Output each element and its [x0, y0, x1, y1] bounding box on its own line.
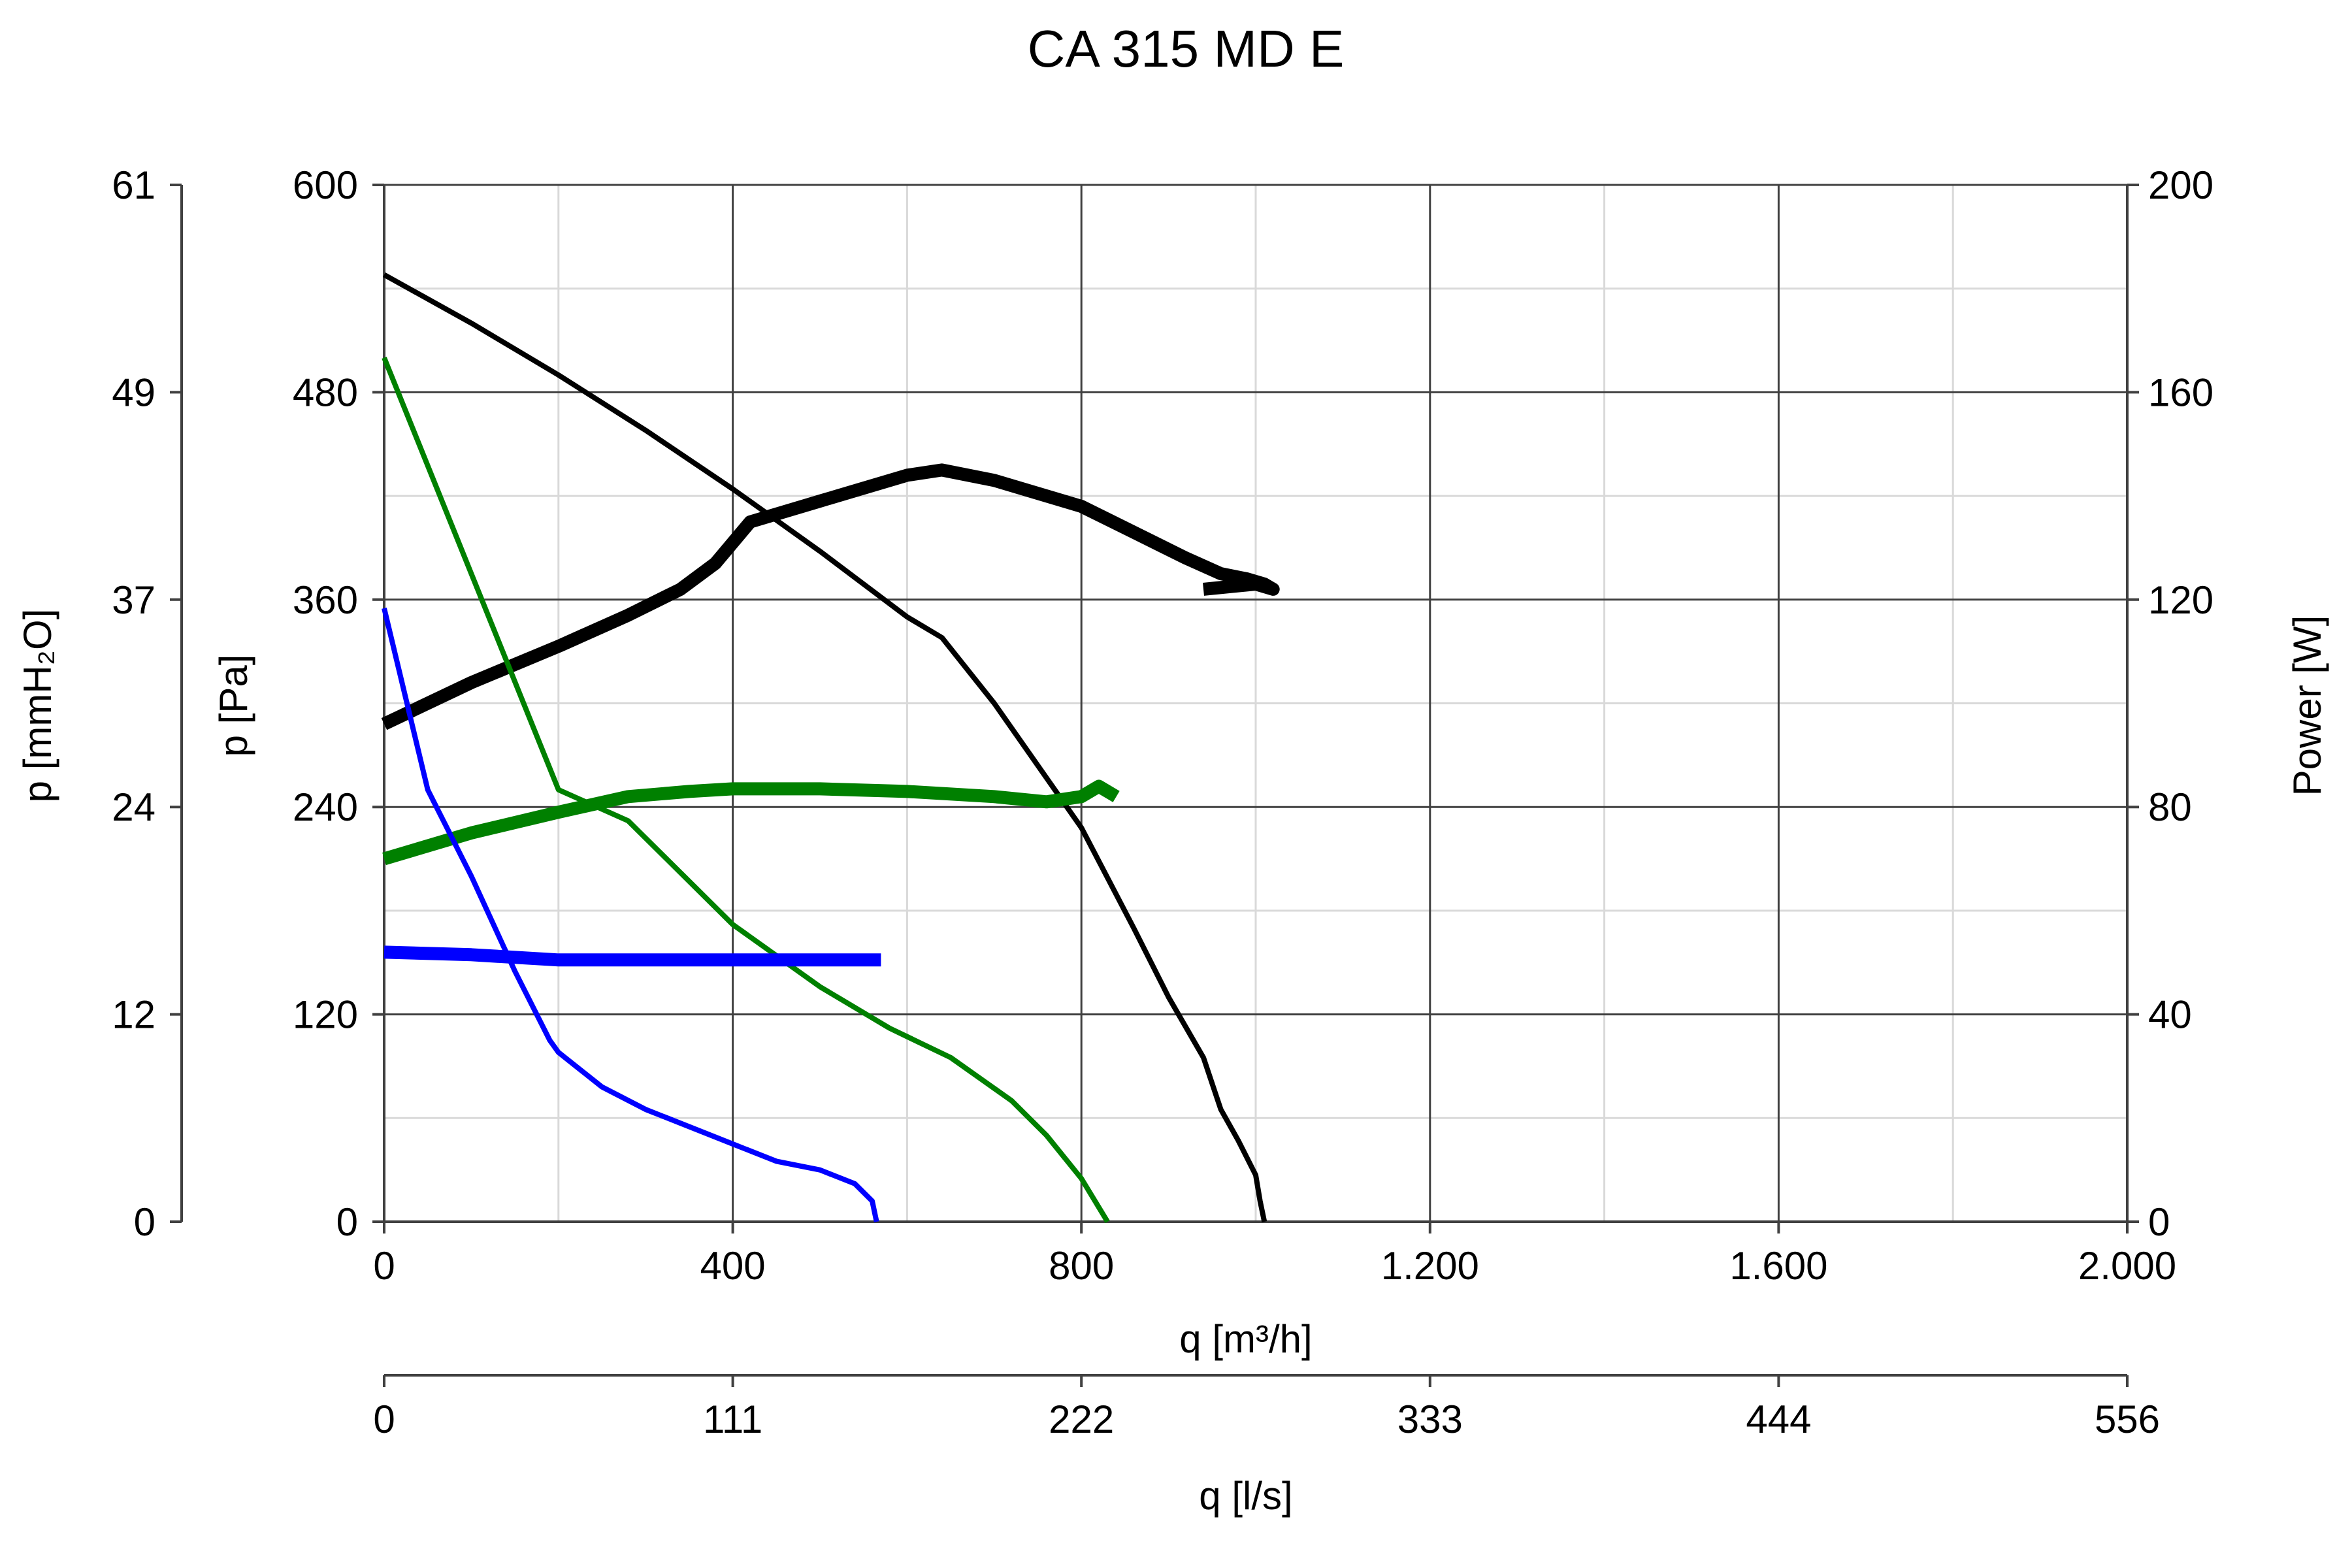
x2-axis-label: q [l/s] — [1199, 1474, 1292, 1518]
y-mmh2o-tick-label: 49 — [112, 370, 155, 414]
y-tick-label: 600 — [293, 163, 358, 207]
y-tick-label: 120 — [293, 993, 358, 1037]
x-tick-label: 400 — [700, 1244, 766, 1288]
y-tick-label: 240 — [293, 785, 358, 829]
y-tick-label: 0 — [336, 1200, 358, 1244]
pressure-curve-2 — [382, 357, 1110, 1224]
tick-labels: 0 120 240 360 480 600 0 12 24 37 49 61 0 40 80 120 160 20… — [112, 163, 2213, 1441]
y-mmh2o-tick-label: 12 — [112, 993, 155, 1037]
axes — [170, 184, 2139, 1387]
pressure-curve-4 — [382, 608, 879, 1222]
y2-tick-label: 160 — [2148, 370, 2213, 414]
x-tick-label: 1.600 — [1729, 1244, 1827, 1288]
y-axis-label: p [Pa] — [212, 655, 255, 757]
x-tick-label: 1.200 — [1381, 1244, 1479, 1288]
x2-tick-label: 0 — [373, 1397, 395, 1441]
y-mmh2o-tick-label: 61 — [112, 163, 155, 207]
power-curve-5 — [384, 945, 881, 967]
x-axis-label: q [m³/h] — [1179, 1317, 1312, 1361]
y2-axis-label: Power [W] — [2285, 615, 2329, 796]
x2-tick-label: 333 — [1397, 1397, 1463, 1441]
x-tick-label: 0 — [373, 1244, 395, 1288]
power-curve-1 — [381, 463, 1280, 730]
x2-tick-label: 111 — [703, 1397, 762, 1441]
y-mmh2o-tick-label: 0 — [134, 1200, 155, 1244]
data-series — [381, 272, 1280, 1224]
chart-title: CA 315 MD E — [1028, 20, 1345, 78]
y-mmh2o-axis-label: p [mmH₂O] — [16, 609, 59, 803]
x2-tick-label: 556 — [2095, 1397, 2160, 1441]
y-tick-label: 480 — [293, 370, 358, 414]
y-mmh2o-tick-label: 37 — [112, 578, 155, 622]
power-curve-3 — [382, 779, 1120, 866]
y2-tick-label: 80 — [2148, 785, 2192, 829]
x2-tick-label: 444 — [1746, 1397, 1811, 1441]
y2-tick-label: 200 — [2148, 163, 2213, 207]
x-tick-label: 2.000 — [2078, 1244, 2176, 1288]
y2-tick-label: 120 — [2148, 578, 2213, 622]
y2-tick-label: 40 — [2148, 993, 2192, 1037]
y-mmh2o-tick-label: 24 — [112, 785, 155, 829]
pressure-curve-0 — [383, 272, 1267, 1222]
y-tick-label: 360 — [293, 578, 358, 622]
x2-tick-label: 222 — [1049, 1397, 1114, 1441]
y2-tick-label: 0 — [2148, 1200, 2170, 1244]
x-tick-label: 800 — [1049, 1244, 1114, 1288]
